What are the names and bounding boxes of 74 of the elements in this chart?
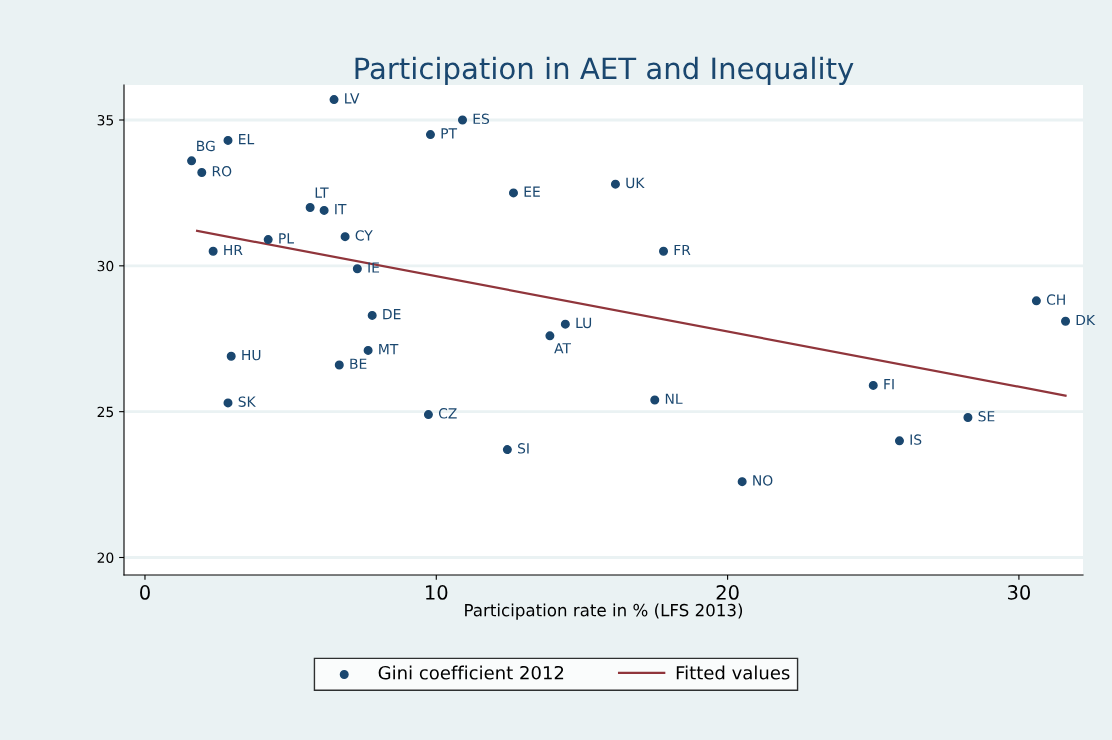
point [223,135,233,145]
point [263,235,273,245]
annotation: SE [978,411,995,422]
point [560,319,570,329]
point [659,246,669,256]
y-tick-label: 25 [97,406,114,418]
point [187,156,197,166]
point [1031,296,1041,306]
point [223,398,233,408]
x-axis-title: Participation rate in % (LFS 2013) [465,603,743,620]
x-tick-label: 20 [716,585,739,600]
annotation: ES [473,113,490,125]
annotation: SI [518,443,529,454]
point [545,331,555,341]
annotation: BG [197,140,215,152]
annotation: AT [554,343,572,354]
point [423,410,433,420]
annotation: FR [674,244,691,256]
point [334,360,344,370]
point [329,95,339,105]
annotation: NL [665,393,683,404]
point [197,168,207,177]
point [650,395,660,405]
annotation: HR [224,244,243,256]
annotation: LU [576,317,592,329]
annotation: SK [238,396,256,407]
annotation: CH [1046,294,1065,305]
legend-label: Fitted values [676,665,790,680]
annotation: CY [355,230,373,241]
point [868,380,878,390]
x-tick-label: 0 [140,585,150,600]
annotation: RO [212,166,232,177]
annotation: CZ [438,408,457,419]
annotation: MT [379,344,399,355]
annotation: LV [345,93,360,104]
annotation: UK [626,177,645,189]
annotation: FI [884,379,894,390]
annotation: NO [753,475,773,486]
point [226,351,236,361]
point [502,445,512,455]
annotation: BE [350,358,367,369]
point [1061,316,1071,326]
y-tick-label: 35 [97,114,114,126]
annotation: IE [368,262,380,273]
annotation: PT [441,128,458,139]
point [352,264,362,274]
chart-title: Participation in AET and Inequality [355,56,854,85]
point [610,179,620,189]
point [425,130,435,140]
annotation: HU [242,349,261,361]
annotation: DK [1076,314,1096,326]
y-tick-label: 20 [97,552,114,563]
point [458,115,468,125]
point [737,477,747,487]
point [508,188,518,198]
annotation: IT [335,204,347,215]
x-tick-label: 10 [426,585,448,600]
annotation: DE [383,309,401,320]
legend-label: Gini coefficient 2012 [378,665,564,680]
annotation: PL [279,233,294,244]
point [340,232,350,242]
annotation: IS [910,434,922,445]
point [367,310,377,320]
point [363,345,373,355]
point [208,246,218,256]
point [963,413,973,422]
annotation: LT [315,187,329,198]
point [894,436,904,446]
y-tick-label: 30 [97,260,114,272]
annotation: EL [239,134,255,145]
x-tick-label: 30 [1008,585,1030,600]
point [319,205,329,215]
annotation: EE [524,186,540,197]
point [305,203,315,212]
